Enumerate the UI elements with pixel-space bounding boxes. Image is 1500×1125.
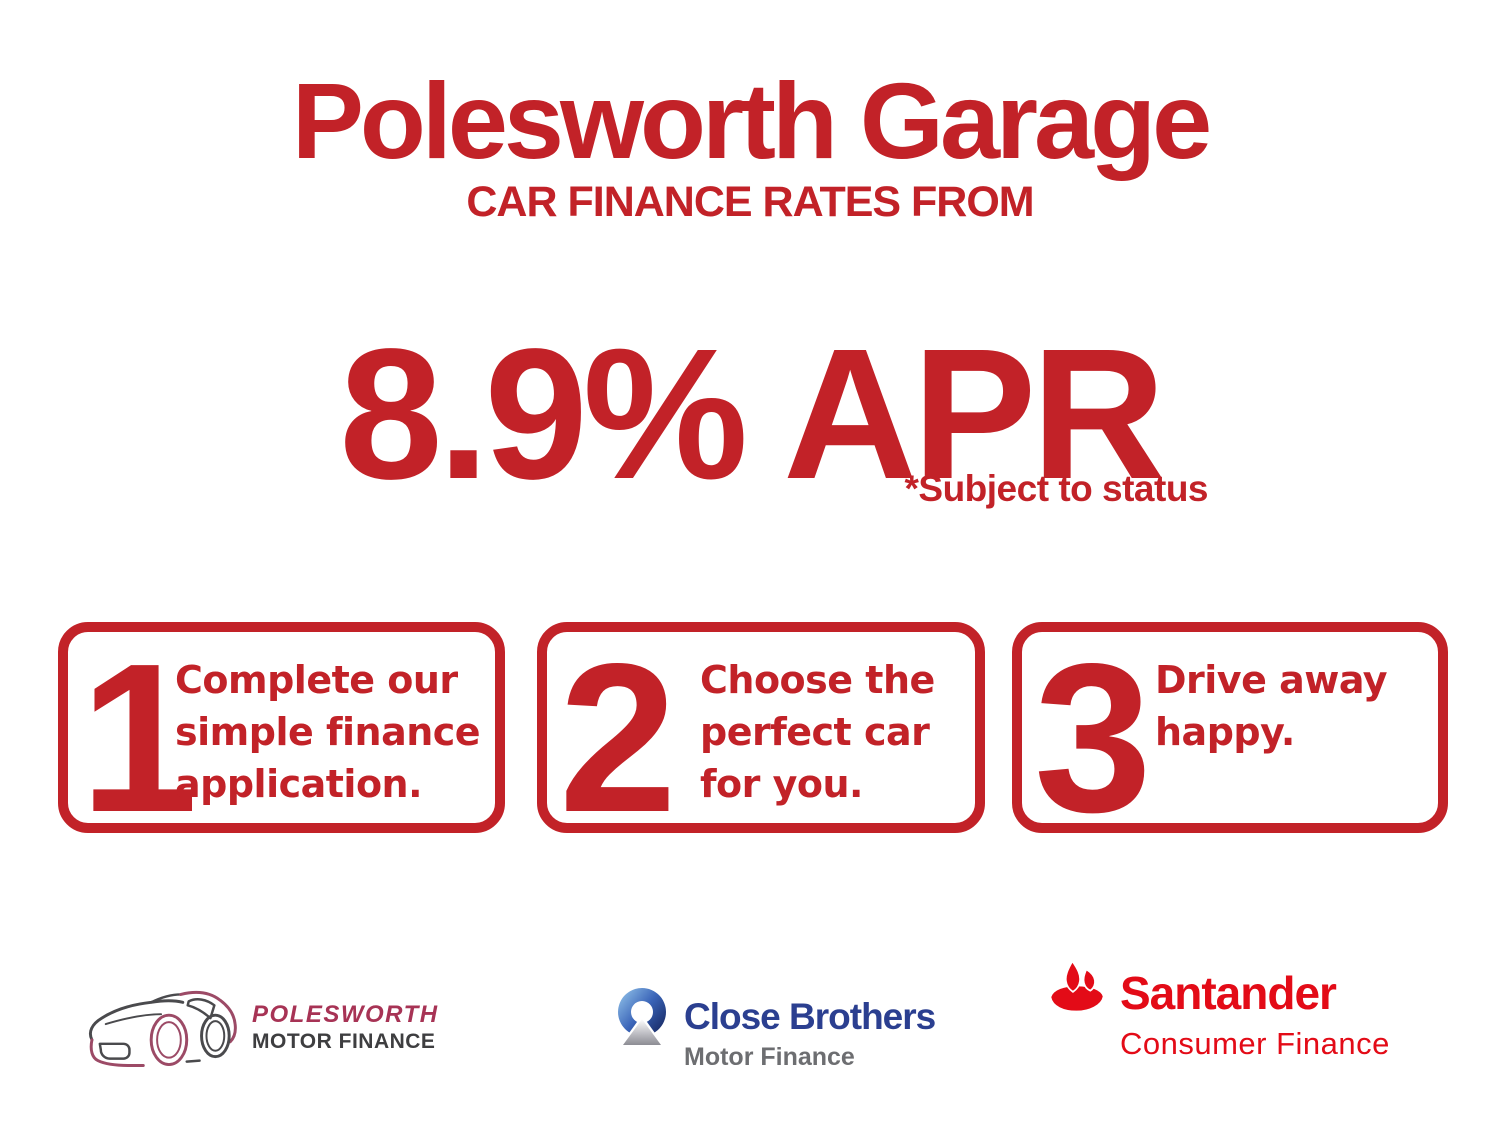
santander-logo-subtitle: Consumer Finance <box>1120 1026 1390 1061</box>
santander-flame-icon <box>1049 960 1105 1013</box>
step-description: Choose the perfect car for you. <box>700 658 935 806</box>
polesworth-motor-finance-logo: POLESWORTH MOTOR FINANCE <box>86 988 439 1070</box>
step-description: Complete our simple finance application. <box>175 658 481 806</box>
santander-logo-text: Santander Consumer Finance <box>1120 960 1390 1062</box>
step-number: 1 <box>80 619 198 856</box>
step-number: 3 <box>1034 619 1152 856</box>
santander-logo: Santander Consumer Finance <box>1048 960 1390 1062</box>
apr-disclaimer: *Subject to status <box>904 468 1209 509</box>
step-card-1: 1 Complete our simple finance applicatio… <box>58 622 505 844</box>
close-brothers-logo-subtitle: Motor Finance <box>684 1043 855 1071</box>
page-title: Polesworth Garage <box>291 60 1212 181</box>
step-card-2: 2 Choose the perfect car for you. <box>537 622 985 844</box>
step-card-3: 3 Drive away happy. <box>1012 622 1448 844</box>
polesworth-logo-text: POLESWORTH MOTOR FINANCE <box>252 988 439 1070</box>
step-description: Drive away happy. <box>1155 658 1388 754</box>
steps-row: 1 Complete our simple finance applicatio… <box>58 622 1448 844</box>
polesworth-logo-name: POLESWORTH <box>252 1001 439 1028</box>
close-brothers-logo-name: Close Brothers <box>684 996 936 1037</box>
close-brothers-logo-text: Close Brothers Motor Finance <box>684 988 936 1072</box>
apr-rate: 8.9% APR <box>339 311 1165 518</box>
santander-logo-name: Santander <box>1120 967 1337 1019</box>
close-brothers-logo: Close Brothers Motor Finance <box>618 988 936 1072</box>
polesworth-logo-subtitle: MOTOR FINANCE <box>252 1030 436 1053</box>
ring-hole <box>631 1001 653 1023</box>
close-brothers-ring-icon <box>618 988 668 1050</box>
step-number: 2 <box>559 619 677 856</box>
car-outline-icon <box>88 991 237 1068</box>
page-subtitle: CAR FINANCE RATES FROM <box>466 178 1034 226</box>
